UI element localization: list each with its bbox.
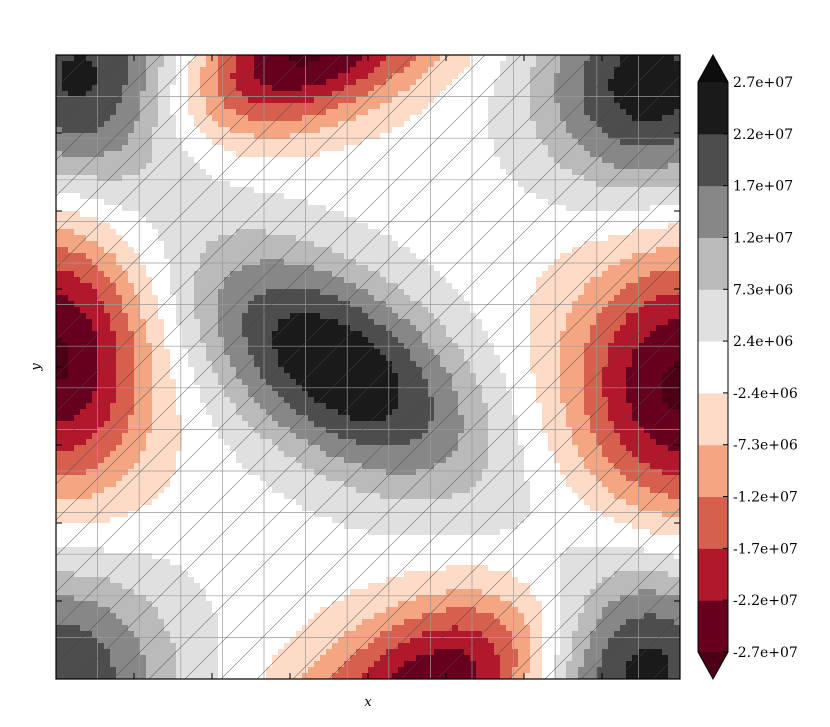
plot-area — [55, 54, 681, 680]
